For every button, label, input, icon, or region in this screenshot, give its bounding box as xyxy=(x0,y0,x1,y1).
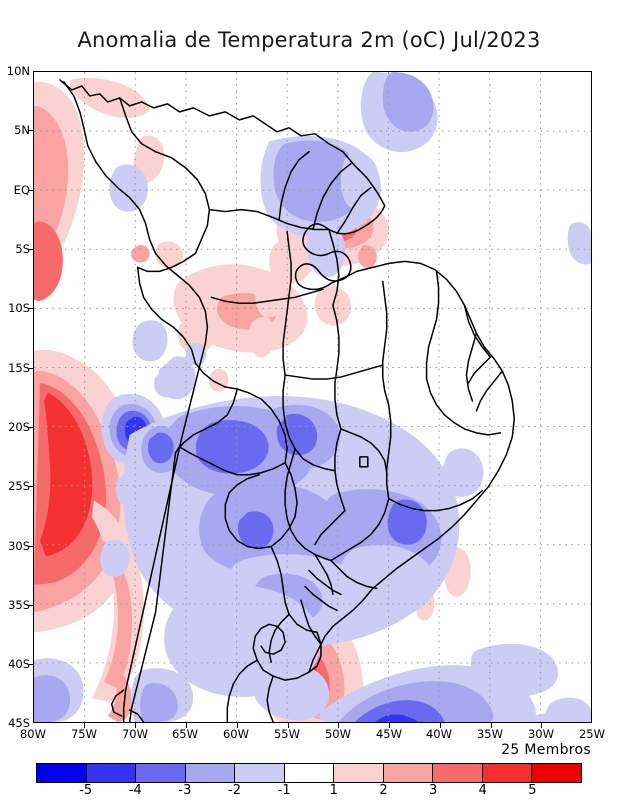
x-tick-label: 30W xyxy=(527,727,554,741)
y-tick-label: 30S xyxy=(8,539,30,553)
colorbar-swatch xyxy=(284,764,335,782)
colorbar-tick-label: -5 xyxy=(79,783,93,798)
page-title: Anomalia de Temperatura 2m (oC) Jul/2023 xyxy=(77,28,541,52)
x-tick-label: 80W xyxy=(19,727,46,741)
x-tick-label: 50W xyxy=(324,727,351,741)
colorbar-tick-label: 3 xyxy=(428,783,438,798)
x-tick-label: 75W xyxy=(70,727,97,741)
x-tick-label: 25W xyxy=(578,727,605,741)
x-tick-mark xyxy=(389,723,390,728)
y-tick-label: 10S xyxy=(8,301,30,315)
colorbar-swatch xyxy=(185,764,236,782)
y-tick-label: 5S xyxy=(15,242,30,256)
colorbar-tick-label: -3 xyxy=(178,783,192,798)
y-tick-label: 15S xyxy=(8,361,30,375)
y-tick-label: 45S xyxy=(8,716,30,730)
anomaly-map xyxy=(34,72,591,722)
y-tick-mark xyxy=(28,427,33,428)
colorbar-swatch xyxy=(383,764,434,782)
x-tick-mark xyxy=(135,723,136,728)
x-tick-mark xyxy=(186,723,187,728)
y-tick-mark xyxy=(28,486,33,487)
x-tick-label: 60W xyxy=(222,727,249,741)
y-tick-label: 40S xyxy=(8,657,30,671)
x-tick-mark xyxy=(491,723,492,728)
x-tick-label: 35W xyxy=(476,727,503,741)
map-plot-area xyxy=(33,71,592,723)
colorbar-swatch xyxy=(235,764,285,782)
x-tick-mark xyxy=(288,723,289,728)
colorbar-swatch xyxy=(433,764,483,782)
colorbar-labels: -5 -4 -3 -2 -1 1 2 3 4 5 xyxy=(36,784,582,800)
x-tick-label: 65W xyxy=(171,727,198,741)
colorbar-swatch xyxy=(532,764,582,782)
colorbar-tick-label: 5 xyxy=(528,783,537,798)
y-tick-mark xyxy=(28,130,33,131)
y-tick-mark xyxy=(28,190,33,191)
colorbar-tick-label: 1 xyxy=(329,783,338,798)
x-tick-mark xyxy=(338,723,339,728)
y-tick-mark xyxy=(28,546,33,547)
colorbar-tick-label: 4 xyxy=(478,783,487,798)
y-tick-label: 20S xyxy=(8,420,30,434)
y-tick-mark xyxy=(28,249,33,250)
y-tick-label: 5N xyxy=(14,123,30,137)
y-tick-label: 35S xyxy=(8,598,30,612)
colorbar-tick-label: -4 xyxy=(128,783,142,798)
y-tick-mark xyxy=(28,605,33,606)
colorbar-swatch xyxy=(136,764,186,782)
x-tick-mark xyxy=(84,723,85,728)
x-tick-label: 40W xyxy=(425,727,452,741)
colorbar-tick-label: -2 xyxy=(228,783,242,798)
y-tick-label: EQ xyxy=(13,183,30,197)
x-tick-mark xyxy=(541,723,542,728)
x-tick-label: 55W xyxy=(273,727,300,741)
x-tick-label: 70W xyxy=(121,727,148,741)
x-tick-mark xyxy=(440,723,441,728)
colorbar-swatch xyxy=(334,764,384,782)
colorbar-swatch xyxy=(86,764,137,782)
colorbar-tick-label: -1 xyxy=(277,783,291,798)
y-tick-mark xyxy=(28,368,33,369)
y-tick-mark xyxy=(28,664,33,665)
x-tick-label: 45W xyxy=(375,727,402,741)
colorbar-swatch xyxy=(37,764,87,782)
colorbar-tick-label: 2 xyxy=(379,783,388,798)
colorbar xyxy=(36,763,582,783)
y-tick-label: 25S xyxy=(8,479,30,493)
colorbar-swatch xyxy=(482,764,533,782)
members-note: 25 Membros xyxy=(501,742,591,758)
y-tick-mark xyxy=(28,308,33,309)
x-tick-mark xyxy=(237,723,238,728)
y-tick-label: 10N xyxy=(6,64,30,78)
